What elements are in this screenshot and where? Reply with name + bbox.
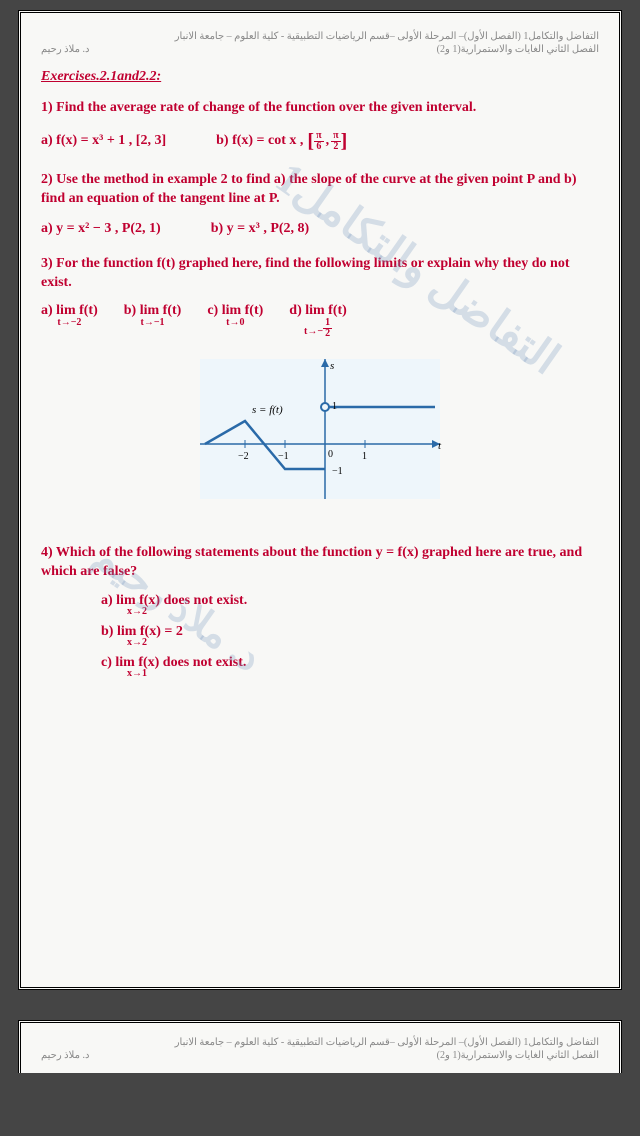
q3-b: b) lim f(t)t→−1: [124, 304, 182, 327]
header-line2-left: د. ملاذ رحيم: [41, 44, 89, 55]
q3-parts: a) lim f(t)t→−2 b) lim f(t)t→−1 c) lim f…: [41, 304, 599, 338]
section-title: Exercises.2.1and2.2:: [41, 69, 599, 85]
q2-parts: a) y = x² − 3 , P(2, 1) b) y = x³ , P(2,…: [41, 221, 599, 237]
svg-text:−1: −1: [332, 466, 343, 477]
page-1: التفاضل والتكامل1 د. ملاذ رحيم التفاضل و…: [18, 10, 622, 990]
q4-a: a) lim f(x) does not exist.x→2: [101, 594, 599, 619]
header-line1: التفاضل والتكامل1 (الفصل الأول)– المرحلة…: [175, 31, 599, 42]
p2-header-line2-left: د. ملاذ رحيم: [41, 1050, 89, 1061]
header-block: التفاضل والتكامل1 (الفصل الأول)– المرحلة…: [41, 31, 599, 55]
q4-c: c) lim f(x) does not exist.x→1: [101, 656, 599, 681]
svg-text:1: 1: [332, 401, 337, 412]
q1-b-prefix: b) f(x) = cot x ,: [216, 133, 303, 149]
svg-text:s: s: [330, 360, 334, 372]
svg-text:t: t: [438, 440, 442, 452]
q2-text: 2) Use the method in example 2 to find a…: [41, 171, 599, 209]
q1-b: b) f(x) = cot x , [ π6 , π2 ]: [216, 130, 347, 153]
q1-b-f2d: 2: [331, 142, 340, 152]
q4-text: 4) Which of the following statements abo…: [41, 544, 599, 582]
page-2-top: التفاضل والتكامل1 (الفصل الأول)– المرحلة…: [18, 1020, 622, 1073]
p2-header-line2-right: الفصل الثاني الغايات والاستمرارية(1 و2): [437, 1050, 599, 1061]
svg-text:−1: −1: [278, 451, 289, 462]
svg-text:−2: −2: [238, 451, 249, 462]
q1-a: a) f(x) = x³ + 1 , [2, 3]: [41, 133, 166, 149]
q1-text: 1) Find the average rate of change of th…: [41, 99, 599, 118]
q4-b: b) lim f(x) = 2x→2: [101, 625, 599, 650]
svg-text:s = f(t): s = f(t): [252, 404, 283, 416]
svg-text:0: 0: [328, 449, 333, 460]
q3-c: c) lim f(t)t→0: [207, 304, 263, 327]
q2-a: a) y = x² − 3 , P(2, 1): [41, 221, 161, 237]
p2-header-line1: التفاضل والتكامل1 (الفصل الأول)– المرحلة…: [175, 1037, 599, 1048]
q1-parts: a) f(x) = x³ + 1 , [2, 3] b) f(x) = cot …: [41, 130, 599, 153]
graph-figure: s s = f(t) t −2 −1 0 1 −1 1: [41, 349, 599, 524]
q2-b: b) y = x³ , P(2, 8): [211, 221, 310, 237]
q3-a: a) lim f(t)t→−2: [41, 304, 98, 327]
graph-svg: s s = f(t) t −2 −1 0 1 −1 1: [180, 349, 460, 519]
svg-text:1: 1: [362, 451, 367, 462]
header-line2-right: الفصل الثاني الغايات والاستمرارية(1 و2): [437, 44, 599, 55]
q3-text: 3) For the function f(t) graphed here, f…: [41, 255, 599, 293]
q3-d: d) lim f(t) t→−12: [289, 304, 347, 338]
q1-b-f1d: 6: [314, 142, 323, 152]
